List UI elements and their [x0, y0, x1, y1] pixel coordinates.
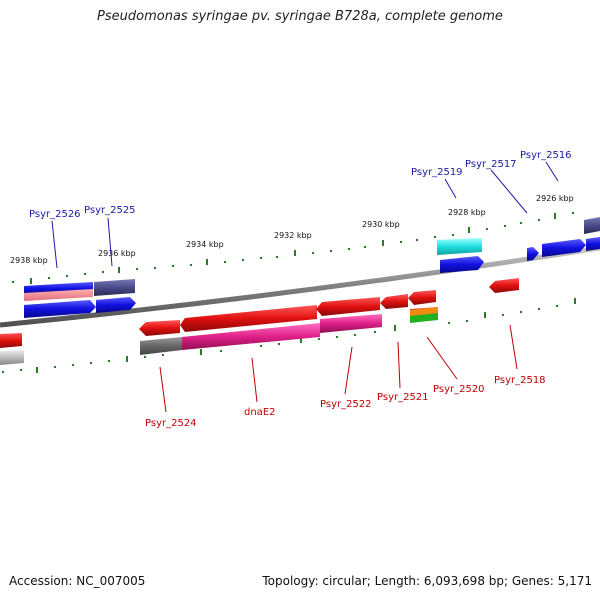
topology-text: Topology: circular; Length: 6,093,698 bp…: [262, 574, 592, 588]
leader-line: [344, 346, 353, 395]
leader-line: [107, 217, 113, 267]
gene-label[interactable]: dnaE2: [244, 407, 276, 418]
leader-line: [545, 161, 559, 182]
gene-feature[interactable]: [586, 237, 600, 251]
gene-feature[interactable]: [0, 350, 24, 365]
tick-label: 2934 kbp: [186, 240, 224, 249]
gene-feature[interactable]: [94, 279, 135, 296]
map-title: Pseudomonas syringae pv. syringae B728a,…: [97, 9, 503, 24]
leader-line: [509, 324, 518, 370]
leader-line: [397, 341, 401, 389]
leader-line: [159, 366, 167, 413]
gene-feature[interactable]: [527, 247, 539, 261]
leader-line: [444, 178, 457, 199]
gene-label[interactable]: Psyr_2521: [377, 392, 429, 403]
gene-feature[interactable]: [440, 256, 484, 273]
reverse-genes: [0, 278, 519, 365]
genome-backbone: [0, 245, 600, 328]
tick-label: 2928 kbp: [448, 208, 486, 217]
gene-feature[interactable]: [139, 320, 180, 336]
tick-label: 2932 kbp: [274, 231, 312, 240]
gene-feature[interactable]: [140, 337, 182, 355]
tick-label: 2936 kbp: [98, 249, 136, 258]
gene-label[interactable]: Psyr_2526: [29, 209, 81, 220]
gene-feature[interactable]: [489, 278, 519, 293]
gene-label[interactable]: Psyr_2525: [84, 205, 136, 216]
gene-label[interactable]: Psyr_2520: [433, 384, 485, 395]
gene-feature[interactable]: [182, 323, 320, 350]
gene-feature[interactable]: [96, 297, 136, 313]
gene-feature[interactable]: [316, 297, 380, 316]
gene-feature[interactable]: [0, 333, 22, 348]
gene-feature[interactable]: [542, 239, 586, 257]
gene-label[interactable]: Psyr_2516: [520, 150, 572, 161]
gene-label[interactable]: Psyr_2518: [494, 375, 546, 386]
gene-feature[interactable]: [180, 305, 317, 332]
bottom-tick-row: [2, 298, 576, 373]
gene-feature[interactable]: [408, 290, 436, 305]
gene-label[interactable]: Psyr_2517: [465, 159, 517, 170]
leader-lines: [51, 161, 559, 413]
reverse-gene-labels: Psyr_2524 dnaE2 Psyr_2522 Psyr_2521 Psyr…: [145, 375, 546, 429]
top-tick-row: [12, 212, 574, 284]
leader-line: [490, 169, 528, 214]
gene-feature[interactable]: [380, 294, 408, 309]
gene-label[interactable]: Psyr_2519: [411, 167, 463, 178]
accession-text: Accession: NC_007005: [9, 574, 146, 588]
gene-label[interactable]: Psyr_2524: [145, 418, 197, 429]
gene-label[interactable]: Psyr_2522: [320, 399, 372, 410]
forward-genes: [24, 217, 600, 318]
forward-gene-labels: Psyr_2526 Psyr_2525 Psyr_2519 Psyr_2517 …: [29, 150, 572, 220]
gene-feature[interactable]: [584, 217, 600, 234]
leader-line: [51, 220, 58, 269]
leader-line: [426, 336, 458, 380]
tick-label: 2938 kbp: [10, 256, 48, 265]
kbp-labels: 2938 kbp 2936 kbp 2934 kbp 2932 kbp 2930…: [10, 194, 574, 265]
gene-feature[interactable]: [437, 238, 482, 255]
gene-feature[interactable]: [320, 314, 382, 333]
gene-feature[interactable]: [410, 313, 438, 323]
gene-feature[interactable]: [24, 289, 93, 301]
tick-label: 2930 kbp: [362, 220, 400, 229]
leader-line: [251, 357, 258, 403]
tick-label: 2926 kbp: [536, 194, 574, 203]
gene-feature[interactable]: [24, 300, 96, 318]
